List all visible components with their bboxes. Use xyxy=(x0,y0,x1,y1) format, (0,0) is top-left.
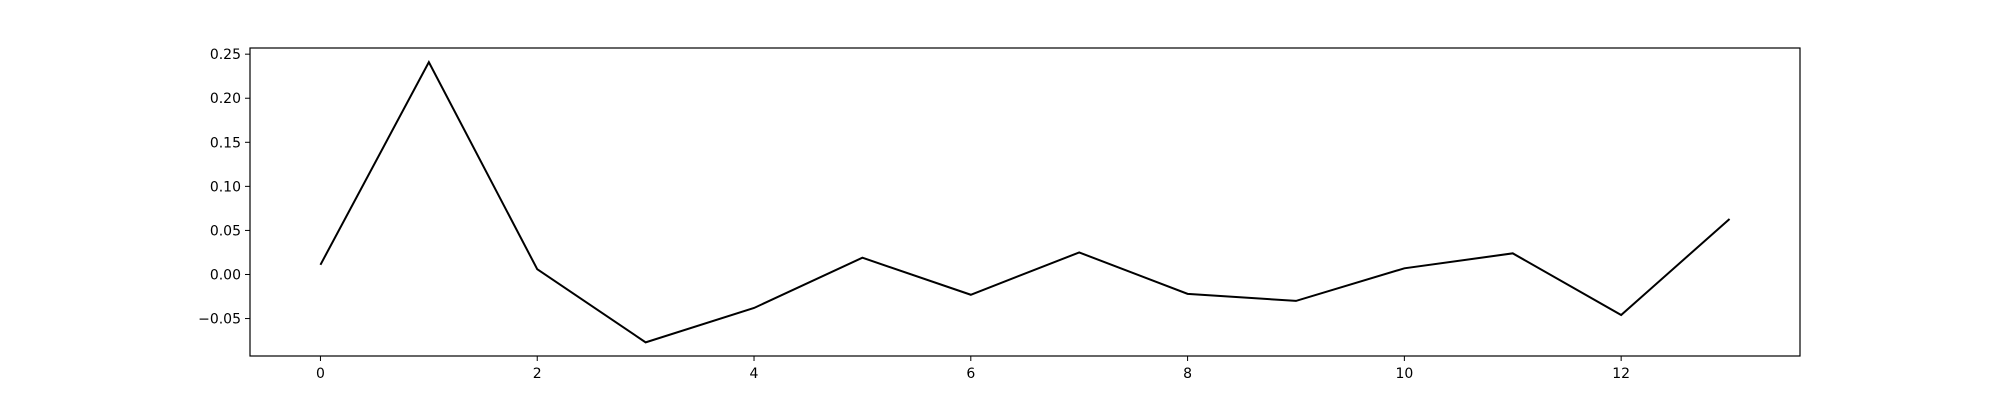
y-tick-label: 0.25 xyxy=(210,47,241,63)
y-tick-label: 0.05 xyxy=(210,223,241,239)
plot-area xyxy=(250,48,1800,356)
y-axis: −0.05 0.00 0.05 0.10 0.15 0.20 0.25 xyxy=(198,47,250,328)
x-axis: 0 2 4 6 8 10 12 xyxy=(316,356,1630,382)
x-tick-label: 12 xyxy=(1612,366,1630,382)
x-tick-label: 10 xyxy=(1395,366,1413,382)
series-layer xyxy=(319,59,1731,344)
y-tick-label: 0.00 xyxy=(210,267,241,283)
x-tick-label: 2 xyxy=(533,366,542,382)
y-tick-label: 0.15 xyxy=(210,135,241,151)
y-tick-label: 0.20 xyxy=(210,91,241,107)
x-tick-label: 6 xyxy=(966,366,975,382)
series-line xyxy=(319,59,1731,344)
x-tick-label: 0 xyxy=(316,366,325,382)
plot-frame xyxy=(249,47,1801,357)
y-tick-label: −0.05 xyxy=(198,312,241,328)
x-tick-label: 8 xyxy=(1183,366,1192,382)
y-tick-label: 0.10 xyxy=(210,179,241,195)
x-tick-label: 4 xyxy=(750,366,759,382)
